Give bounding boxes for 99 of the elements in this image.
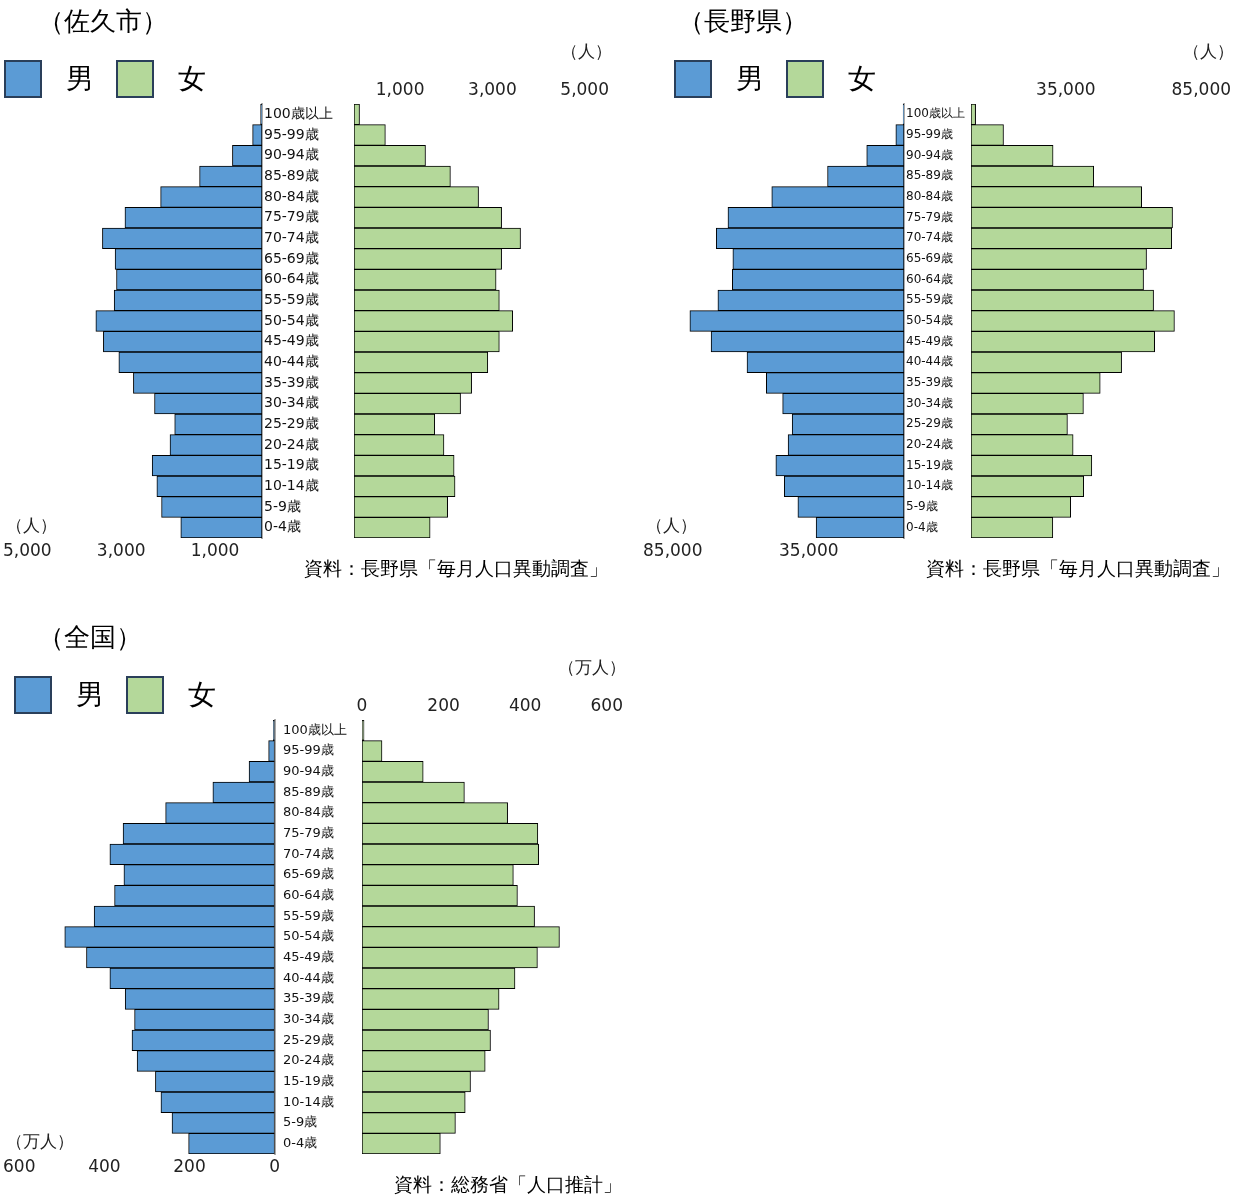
legend-label: 女: [188, 677, 216, 713]
x-tick-label: 1,000: [190, 539, 240, 560]
y-tick-label: 100歳以上: [906, 106, 965, 121]
x-axis-title: （人）: [1183, 40, 1234, 63]
x-axis-title: （人）: [646, 514, 697, 537]
x-tick-label: 85,000: [643, 539, 703, 560]
y-tick-label: 85-89歳: [264, 166, 319, 183]
x-tick-label: 400: [88, 1155, 121, 1176]
y-tick-label: 95-99歳: [283, 742, 334, 758]
y-tick-label: 25-29歳: [906, 416, 953, 431]
y-tick-label: 5-9歳: [283, 1114, 318, 1130]
y-tick-label: 5-9歳: [264, 497, 301, 514]
y-tick-label: 90-94歳: [264, 146, 319, 163]
y-tick-label: 95-99歳: [264, 125, 319, 142]
x-axis-title: （万人）: [6, 1130, 74, 1153]
y-tick-label: 60-64歳: [283, 887, 334, 903]
y-tick-label: 90-94歳: [283, 763, 334, 779]
y-tick-label: 30-34歳: [906, 395, 953, 410]
y-tick-label: 85-89歳: [283, 783, 334, 799]
y-tick-label: 100歳以上: [264, 104, 333, 121]
x-tick-label: 0: [356, 695, 368, 716]
y-tick-label: 60-64歳: [264, 270, 319, 287]
y-tick-label: 65-69歳: [906, 251, 953, 266]
y-tick-label: 50-54歳: [906, 313, 953, 328]
x-tick-label: 35,000: [779, 539, 839, 560]
legend-label: 男: [66, 61, 94, 97]
x-tick-label: 0: [269, 1155, 281, 1176]
y-tick-label: 55-59歳: [264, 290, 319, 307]
y-tick-label: 50-54歳: [264, 311, 319, 328]
x-tick-label: 400: [508, 695, 542, 716]
x-tick-label: 600: [3, 1155, 36, 1176]
text: 資料：総務省「人口推計」: [394, 1172, 622, 1197]
y-tick-label: 0-4歳: [283, 1135, 318, 1151]
y-tick-label: 95-99歳: [906, 127, 953, 142]
y-tick-label: 25-29歳: [283, 1031, 334, 1047]
y-tick-label: 70-74歳: [264, 228, 319, 245]
y-tick-label: 80-84歳: [264, 187, 319, 204]
x-tick-label: 3,000: [96, 539, 146, 560]
y-tick-label: 55-59歳: [283, 907, 334, 923]
y-tick-label: 75-79歳: [906, 209, 953, 224]
y-tick-label: 80-84歳: [906, 189, 953, 204]
y-tick-label: 15-19歳: [264, 456, 319, 473]
x-tick-label: 3,000: [468, 79, 517, 100]
y-tick-label: 70-74歳: [283, 845, 334, 861]
y-tick-label: 5-9歳: [906, 499, 938, 514]
text: 女: [848, 61, 876, 97]
y-tick-label: 20-24歳: [264, 435, 319, 452]
y-tick-label: 65-69歳: [283, 866, 334, 882]
y-tick-label: 55-59歳: [906, 292, 953, 307]
x-tick-label: 200: [427, 695, 460, 716]
y-tick-label: 40-44歳: [906, 354, 953, 369]
x-tick-label: 200: [173, 1155, 206, 1176]
x-axis-title: （人）: [6, 514, 57, 537]
y-tick-label: 30-34歳: [264, 394, 319, 411]
y-tick-label: 85-89歳: [906, 168, 953, 183]
y-tick-label: 35-39歳: [906, 375, 953, 390]
y-tick-label: 15-19歳: [283, 1073, 334, 1089]
y-tick-label: 15-19歳: [906, 457, 953, 472]
y-tick-label: 50-54歳: [283, 928, 334, 944]
y-tick-label: 90-94歳: [906, 147, 953, 162]
y-tick-label: 45-49歳: [283, 949, 334, 965]
y-tick-label: 10-14歳: [906, 478, 953, 493]
x-tick-label: 600: [590, 695, 623, 716]
text: 男: [736, 61, 764, 97]
text: 資料：長野県「毎月人口異動調査」: [304, 556, 608, 581]
y-tick-label: 0-4歳: [906, 519, 938, 534]
y-tick-label: 10-14歳: [264, 476, 319, 493]
y-tick-label: 20-24歳: [906, 437, 953, 452]
x-axis-title: （万人）: [558, 656, 626, 679]
y-tick-label: 40-44歳: [283, 969, 334, 985]
y-tick-label: 35-39歳: [264, 373, 319, 390]
y-tick-label: 45-49歳: [264, 332, 319, 349]
x-tick-label: 5,000: [3, 539, 52, 560]
chart-title: （全国）: [38, 621, 142, 654]
x-tick-label: 35,000: [1036, 79, 1096, 100]
legend-label: 女: [178, 61, 206, 97]
y-tick-label: 65-69歳: [264, 249, 319, 266]
x-tick-label: 85,000: [1171, 79, 1231, 100]
y-tick-label: 20-24歳: [283, 1052, 334, 1068]
x-tick-label: 1,000: [375, 79, 425, 100]
y-tick-label: 30-34歳: [283, 1011, 334, 1027]
y-tick-label: 45-49歳: [906, 333, 953, 348]
chart-title: （長野県）: [678, 5, 808, 38]
y-tick-label: 35-39歳: [283, 990, 334, 1006]
legend-label: 男: [76, 677, 104, 713]
y-tick-label: 70-74歳: [906, 230, 953, 245]
y-tick-label: 60-64歳: [906, 271, 953, 286]
y-tick-label: 0-4歳: [264, 518, 301, 535]
y-tick-label: 10-14歳: [283, 1093, 334, 1109]
y-tick-label: 75-79歳: [264, 208, 319, 225]
y-tick-label: 75-79歳: [283, 825, 334, 841]
y-tick-label: 40-44歳: [264, 352, 319, 369]
y-tick-label: 100歳以上: [283, 721, 347, 737]
y-tick-label: 25-29歳: [264, 414, 319, 431]
y-tick-label: 80-84歳: [283, 804, 334, 820]
chart-title: （佐久市）: [38, 5, 168, 38]
text: 資料：長野県「毎月人口異動調査」: [926, 556, 1230, 581]
x-axis-title: （人）: [561, 40, 612, 63]
x-tick-label: 5,000: [560, 79, 609, 100]
